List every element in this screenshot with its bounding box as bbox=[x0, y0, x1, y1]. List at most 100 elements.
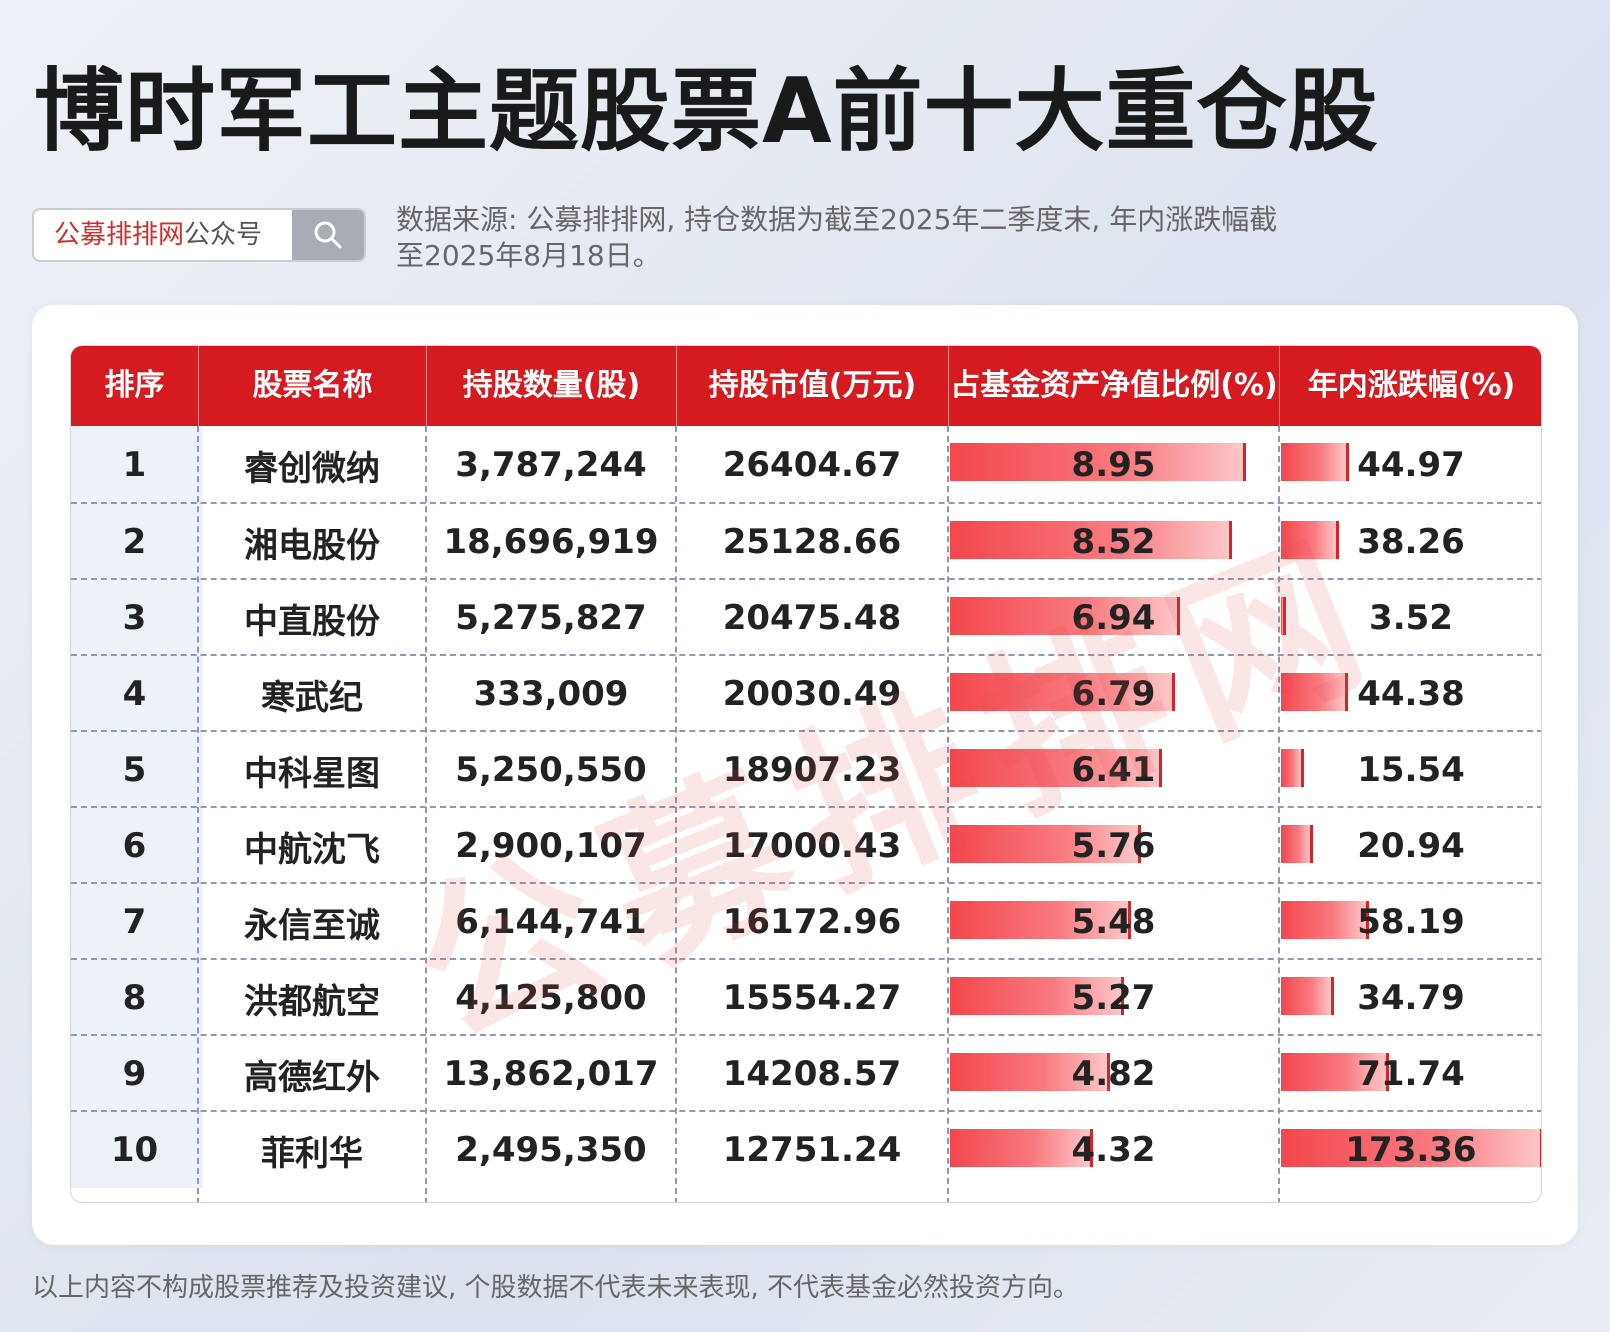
ytd-change-bar bbox=[1281, 749, 1304, 787]
market-value-cell: 20030.49 bbox=[722, 674, 902, 714]
search-box[interactable]: 公募排排网公众号 bbox=[32, 208, 366, 262]
table-row: 1 睿创微纳 3,787,244 26404.67 8.95 44.97 bbox=[71, 426, 1541, 504]
table-row: 7 永信至诚 6,144,741 16172.96 5.48 58.19 bbox=[71, 882, 1541, 960]
holdings-table: 排序 股票名称 持股数量(股) 持股市值(万元) 占基金资产净值比例(%) 年内涨跌幅(%… bbox=[70, 345, 1542, 1203]
ytd-change-bar bbox=[1281, 825, 1313, 863]
ytd-change-label: 58.19 bbox=[1357, 902, 1465, 942]
shares-cell: 333,009 bbox=[473, 674, 629, 714]
rank-cell: 1 bbox=[122, 445, 147, 485]
shares-cell: 2,495,350 bbox=[455, 1130, 647, 1170]
table-row: 9 高德红外 13,862,017 14208.57 4.82 71.74 bbox=[71, 1034, 1541, 1112]
nav-pct-bar bbox=[950, 977, 1124, 1015]
column-divider bbox=[1278, 426, 1280, 1202]
ytd-change-bar bbox=[1281, 1129, 1541, 1167]
ytd-change-label: 34.79 bbox=[1357, 978, 1465, 1018]
ytd-change-label: 20.94 bbox=[1357, 826, 1465, 866]
search-brand: 公募排排网 bbox=[54, 220, 185, 250]
nav-pct-bar bbox=[950, 749, 1162, 787]
nav-pct-label: 8.95 bbox=[1071, 445, 1156, 485]
column-divider bbox=[197, 426, 199, 1202]
ytd-change-bar bbox=[1281, 597, 1286, 635]
shares-cell: 2,900,107 bbox=[455, 826, 647, 866]
ytd-change-label: 44.97 bbox=[1357, 445, 1465, 485]
column-divider bbox=[947, 426, 949, 1202]
rank-cell: 3 bbox=[122, 598, 147, 638]
rank-cell-bg bbox=[71, 1112, 203, 1188]
header-cell: 持股市值(万元) bbox=[676, 346, 948, 426]
header-cell: 持股数量(股) bbox=[426, 346, 676, 426]
rank-cell: 10 bbox=[110, 1130, 159, 1170]
stock-name-cell: 中直股份 bbox=[244, 601, 380, 642]
nav-pct-label: 6.79 bbox=[1071, 674, 1156, 714]
ytd-change-bar bbox=[1281, 901, 1369, 939]
search-text: 公募排排网公众号 bbox=[54, 210, 262, 260]
column-divider bbox=[675, 426, 677, 1202]
market-value-cell: 14208.57 bbox=[722, 1054, 902, 1094]
header-cell: 排序 bbox=[104, 368, 165, 403]
rank-cell-bg bbox=[71, 808, 203, 884]
nav-pct-label: 8.52 bbox=[1071, 522, 1156, 562]
column-divider bbox=[425, 426, 427, 1202]
stock-name-cell: 中科星图 bbox=[244, 753, 380, 794]
nav-pct-label: 4.32 bbox=[1071, 1130, 1156, 1170]
stock-name-cell: 中航沈飞 bbox=[244, 829, 380, 870]
header-cell: 占基金资产净值比例(%) bbox=[948, 346, 1279, 426]
source-note: 数据来源: 公募排排网, 持仓数据为截至2025年二季度末, 年内涨跌幅截至20… bbox=[396, 203, 1278, 272]
shares-cell: 6,144,741 bbox=[455, 902, 647, 942]
rank-cell: 2 bbox=[122, 522, 147, 562]
market-value-cell: 17000.43 bbox=[722, 826, 902, 866]
nav-pct-bar bbox=[950, 443, 1246, 481]
rank-cell: 8 bbox=[122, 978, 147, 1018]
shares-cell: 18,696,919 bbox=[443, 522, 659, 562]
ytd-change-label: 15.54 bbox=[1357, 750, 1465, 790]
ytd-change-bar bbox=[1281, 521, 1339, 559]
nav-pct-label: 5.48 bbox=[1071, 902, 1156, 942]
shares-cell: 4,125,800 bbox=[455, 978, 647, 1018]
ytd-change-bar bbox=[1281, 977, 1334, 1015]
rank-cell-bg bbox=[71, 884, 203, 960]
nav-pct-bar bbox=[950, 1053, 1110, 1091]
table-row: 4 寒武纪 333,009 20030.49 6.79 44.38 bbox=[71, 654, 1541, 732]
ytd-change-label: 173.36 bbox=[1345, 1130, 1477, 1170]
market-value-cell: 16172.96 bbox=[722, 902, 902, 942]
shares-cell: 13,862,017 bbox=[443, 1054, 659, 1094]
shares-cell: 3,787,244 bbox=[455, 445, 647, 485]
stock-name-cell: 湘电股份 bbox=[244, 525, 380, 566]
rank-cell-bg bbox=[71, 504, 203, 580]
table-header: 排序 股票名称 持股数量(股) 持股市值(万元) 占基金资产净值比例(%) 年内涨跌幅(%… bbox=[71, 346, 1541, 426]
nav-pct-bar bbox=[950, 597, 1180, 635]
rank-cell: 5 bbox=[122, 750, 147, 790]
nav-pct-bar bbox=[950, 673, 1175, 711]
rank-cell-bg bbox=[71, 960, 203, 1036]
stock-name-cell: 永信至诚 bbox=[244, 905, 380, 946]
nav-pct-label: 6.41 bbox=[1071, 750, 1156, 790]
nav-pct-bar bbox=[950, 1129, 1093, 1167]
stock-name-cell: 睿创微纳 bbox=[244, 448, 380, 489]
table-row: 3 中直股份 5,275,827 20475.48 6.94 3.52 bbox=[71, 578, 1541, 656]
page-title: 博时军工主题股票A前十大重仓股 bbox=[34, 59, 1379, 164]
nav-pct-bar bbox=[950, 825, 1141, 863]
table-row: 2 湘电股份 18,696,919 25128.66 8.52 38.26 bbox=[71, 502, 1541, 580]
stock-name-cell: 寒武纪 bbox=[261, 677, 363, 718]
rank-cell: 4 bbox=[122, 674, 147, 714]
table-row: 5 中科星图 5,250,550 18907.23 6.41 15.54 bbox=[71, 730, 1541, 808]
table-row: 10 菲利华 2,495,350 12751.24 4.32 173.36 bbox=[71, 1110, 1541, 1188]
nav-pct-label: 5.27 bbox=[1071, 978, 1156, 1018]
nav-pct-label: 5.76 bbox=[1071, 826, 1156, 866]
rank-cell: 9 bbox=[122, 1054, 147, 1094]
nav-pct-label: 4.82 bbox=[1071, 1054, 1156, 1094]
search-icon bbox=[314, 221, 342, 249]
nav-pct-bar bbox=[950, 521, 1232, 559]
rank-cell-bg bbox=[71, 580, 203, 656]
market-value-cell: 12751.24 bbox=[722, 1130, 902, 1170]
rank-cell-bg bbox=[71, 732, 203, 808]
search-button[interactable] bbox=[292, 210, 364, 260]
table-row: 6 中航沈飞 2,900,107 17000.43 5.76 20.94 bbox=[71, 806, 1541, 884]
nav-pct-bar bbox=[950, 901, 1131, 939]
market-value-cell: 20475.48 bbox=[722, 598, 902, 638]
shares-cell: 5,275,827 bbox=[455, 598, 647, 638]
shares-cell: 5,250,550 bbox=[455, 750, 647, 790]
stock-name-cell: 洪都航空 bbox=[244, 981, 380, 1022]
rank-cell-bg bbox=[71, 656, 203, 732]
rank-cell-bg bbox=[71, 426, 203, 504]
